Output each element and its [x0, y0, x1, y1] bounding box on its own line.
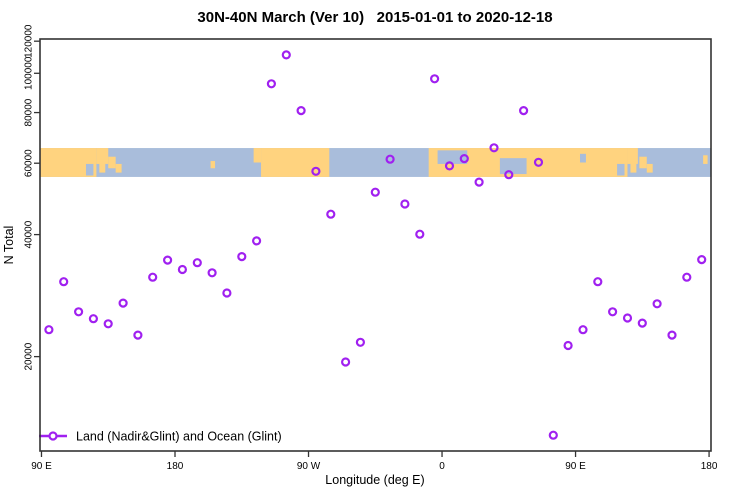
land-segment: [253, 148, 262, 163]
data-points: [44, 50, 707, 440]
data-point: [355, 337, 365, 347]
data-point: [504, 170, 514, 180]
data-point: [192, 258, 202, 268]
data-point: [266, 79, 276, 89]
x-tick-label: 180: [701, 461, 718, 472]
data-point: [415, 229, 425, 239]
data-point: [459, 154, 469, 164]
land-segment: [261, 148, 330, 177]
data-point: [252, 236, 262, 246]
land-segment: [115, 163, 122, 173]
sea-patch: [499, 158, 527, 175]
data-point: [103, 319, 113, 329]
land-segment: [646, 163, 653, 173]
x-tick-label: 0: [439, 461, 445, 472]
sea-patch: [580, 153, 586, 163]
x-tick-label: 90 W: [297, 461, 321, 472]
data-point: [222, 288, 232, 298]
data-point: [73, 307, 84, 317]
data-point: [622, 313, 633, 323]
data-point: [400, 199, 410, 209]
data-point: [607, 307, 618, 317]
land-segment: [627, 148, 638, 164]
data-point: [518, 105, 529, 116]
axes: 90 E 180 90 W 0 90 E 180 20000 40000 60000 80000 1…: [24, 24, 718, 472]
sea-patch: [617, 163, 625, 176]
data-point: [177, 264, 187, 275]
data-point: [133, 330, 143, 340]
data-point: [385, 154, 395, 164]
chart-title: 30N-40N March (Ver 10) 2015-01-01 to 202…: [197, 9, 552, 26]
data-point: [533, 157, 544, 167]
land-segment: [210, 161, 216, 169]
data-point: [163, 255, 173, 265]
y-tick-label: 40000: [24, 220, 35, 248]
y-tick-label: 20000: [24, 342, 35, 370]
data-point: [370, 187, 380, 197]
data-point: [281, 50, 291, 60]
land-segment: [703, 155, 708, 164]
y-axis-title: N Total: [2, 226, 16, 265]
map-band: [40, 148, 711, 177]
data-point: [637, 318, 647, 328]
legend-label: Land (Nadir&Glint) and Ocean (Glint): [76, 430, 282, 444]
land-segment: [96, 148, 109, 164]
x-tick-label: 90 E: [565, 461, 586, 472]
y-tick-label: 80000: [24, 98, 35, 126]
data-point: [563, 340, 573, 351]
data-point: [118, 298, 128, 308]
data-point: [44, 325, 54, 335]
data-point: [88, 314, 99, 324]
data-point: [207, 268, 217, 278]
legend-circle-marker: [48, 431, 58, 441]
data-point: [430, 74, 440, 84]
data-point: [489, 143, 499, 153]
x-tick-label: 180: [167, 461, 184, 472]
plot-box: [39, 38, 712, 452]
land-segment: [108, 156, 116, 169]
data-point: [296, 105, 306, 116]
x-tick-label: 90 E: [31, 461, 52, 472]
data-point: [682, 272, 692, 282]
y-tick-label: 100000: [24, 56, 35, 90]
data-point: [237, 252, 247, 262]
data-point: [578, 325, 588, 335]
sea-patch: [437, 150, 468, 164]
sea-patch: [85, 163, 94, 176]
land-segment: [639, 156, 647, 169]
data-point: [548, 430, 558, 440]
data-point: [593, 277, 603, 287]
data-point: [652, 299, 662, 309]
data-point: [59, 277, 69, 287]
land-segment: [630, 162, 637, 173]
legend: Land (Nadir&Glint) and Ocean (Glint): [39, 430, 282, 444]
data-point: [148, 272, 158, 282]
land-segment: [99, 162, 106, 173]
data-point: [311, 166, 321, 176]
x-axis-title: Longitude (deg E): [325, 473, 424, 487]
data-point: [444, 161, 455, 171]
data-point: [667, 330, 677, 340]
y-tick-label: 120000: [24, 24, 35, 58]
y-tick-label: 60000: [24, 149, 35, 177]
data-point: [474, 177, 484, 187]
data-point: [697, 255, 707, 265]
data-point: [341, 357, 351, 367]
data-point: [326, 209, 336, 219]
